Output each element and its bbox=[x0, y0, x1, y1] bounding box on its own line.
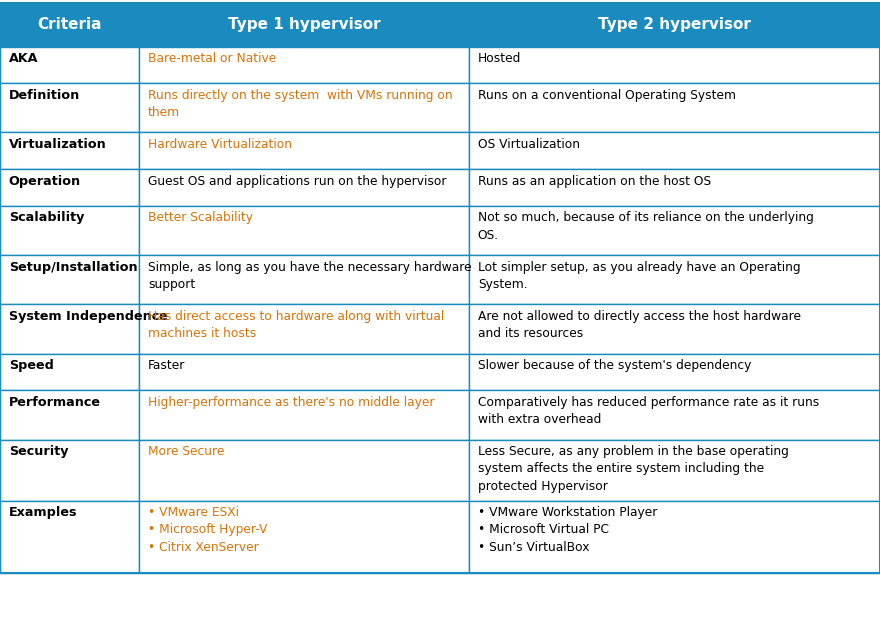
Bar bbox=[469, 304, 880, 354]
Bar bbox=[469, 501, 880, 573]
Bar bbox=[469, 390, 880, 440]
Bar bbox=[139, 3, 469, 47]
Bar bbox=[469, 3, 880, 47]
Text: • VMware Workstation Player
• Microsoft Virtual PC
• Sun’s VirtualBox: • VMware Workstation Player • Microsoft … bbox=[478, 506, 657, 554]
Bar bbox=[139, 255, 469, 304]
Text: Type 1 hypervisor: Type 1 hypervisor bbox=[228, 17, 380, 32]
Bar bbox=[139, 390, 469, 440]
Text: Slower because of the system's dependency: Slower because of the system's dependenc… bbox=[478, 359, 752, 371]
Text: AKA: AKA bbox=[9, 52, 39, 64]
Bar bbox=[469, 206, 880, 255]
Text: Not so much, because of its reliance on the underlying
OS.: Not so much, because of its reliance on … bbox=[478, 211, 814, 242]
Text: Type 2 hypervisor: Type 2 hypervisor bbox=[598, 17, 751, 32]
Text: Higher-performance as there's no middle layer: Higher-performance as there's no middle … bbox=[148, 396, 435, 408]
Bar bbox=[0, 206, 139, 255]
Text: Security: Security bbox=[9, 445, 69, 457]
Bar bbox=[0, 83, 139, 132]
Bar bbox=[0, 169, 139, 206]
Bar bbox=[0, 132, 139, 169]
Text: Runs on a conventional Operating System: Runs on a conventional Operating System bbox=[478, 89, 736, 101]
Text: Guest OS and applications run on the hypervisor: Guest OS and applications run on the hyp… bbox=[148, 175, 446, 187]
Bar bbox=[0, 47, 139, 83]
Text: Performance: Performance bbox=[9, 396, 101, 408]
Text: Speed: Speed bbox=[9, 359, 54, 371]
Text: • VMware ESXi
• Microsoft Hyper-V
• Citrix XenServer: • VMware ESXi • Microsoft Hyper-V • Citr… bbox=[148, 506, 268, 554]
Bar bbox=[0, 390, 139, 440]
Text: Criteria: Criteria bbox=[37, 17, 102, 32]
Bar bbox=[0, 354, 139, 390]
Bar bbox=[0, 501, 139, 573]
Bar bbox=[139, 440, 469, 501]
Bar bbox=[0, 440, 139, 501]
Text: Comparatively has reduced performance rate as it runs
with extra overhead: Comparatively has reduced performance ra… bbox=[478, 396, 819, 426]
Text: Virtualization: Virtualization bbox=[9, 138, 106, 150]
Text: Examples: Examples bbox=[9, 506, 77, 519]
Bar bbox=[139, 132, 469, 169]
Text: OS Virtualization: OS Virtualization bbox=[478, 138, 580, 150]
Bar bbox=[139, 354, 469, 390]
Bar bbox=[0, 255, 139, 304]
Bar bbox=[469, 132, 880, 169]
Bar bbox=[139, 169, 469, 206]
Bar bbox=[469, 255, 880, 304]
Text: System Independence: System Independence bbox=[9, 310, 168, 322]
Bar bbox=[139, 304, 469, 354]
Text: Less Secure, as any problem in the base operating
system affects the entire syst: Less Secure, as any problem in the base … bbox=[478, 445, 788, 492]
Text: Has direct access to hardware along with virtual
machines it hosts: Has direct access to hardware along with… bbox=[148, 310, 444, 340]
Bar bbox=[469, 83, 880, 132]
Text: Simple, as long as you have the necessary hardware
support: Simple, as long as you have the necessar… bbox=[148, 261, 472, 291]
Text: Better Scalability: Better Scalability bbox=[148, 211, 253, 224]
Text: Are not allowed to directly access the host hardware
and its resources: Are not allowed to directly access the h… bbox=[478, 310, 801, 340]
Bar bbox=[139, 206, 469, 255]
Bar bbox=[469, 440, 880, 501]
Text: Lot simpler setup, as you already have an Operating
System.: Lot simpler setup, as you already have a… bbox=[478, 261, 801, 291]
Bar bbox=[139, 83, 469, 132]
Text: Operation: Operation bbox=[9, 175, 81, 187]
Text: Bare-metal or Native: Bare-metal or Native bbox=[148, 52, 276, 64]
Bar bbox=[139, 47, 469, 83]
Text: Faster: Faster bbox=[148, 359, 185, 371]
Text: Runs directly on the system  with VMs running on
them: Runs directly on the system with VMs run… bbox=[148, 89, 452, 119]
Bar bbox=[469, 169, 880, 206]
Text: Setup/Installation: Setup/Installation bbox=[9, 261, 137, 273]
Text: Runs as an application on the host OS: Runs as an application on the host OS bbox=[478, 175, 711, 187]
Text: Hardware Virtualization: Hardware Virtualization bbox=[148, 138, 292, 150]
Text: More Secure: More Secure bbox=[148, 445, 224, 457]
Text: Definition: Definition bbox=[9, 89, 80, 101]
Bar bbox=[0, 3, 139, 47]
Bar bbox=[0, 304, 139, 354]
Bar bbox=[469, 354, 880, 390]
Bar bbox=[0, 3, 880, 573]
Bar bbox=[469, 47, 880, 83]
Text: Scalability: Scalability bbox=[9, 211, 84, 224]
Text: Hosted: Hosted bbox=[478, 52, 521, 64]
Bar bbox=[139, 501, 469, 573]
